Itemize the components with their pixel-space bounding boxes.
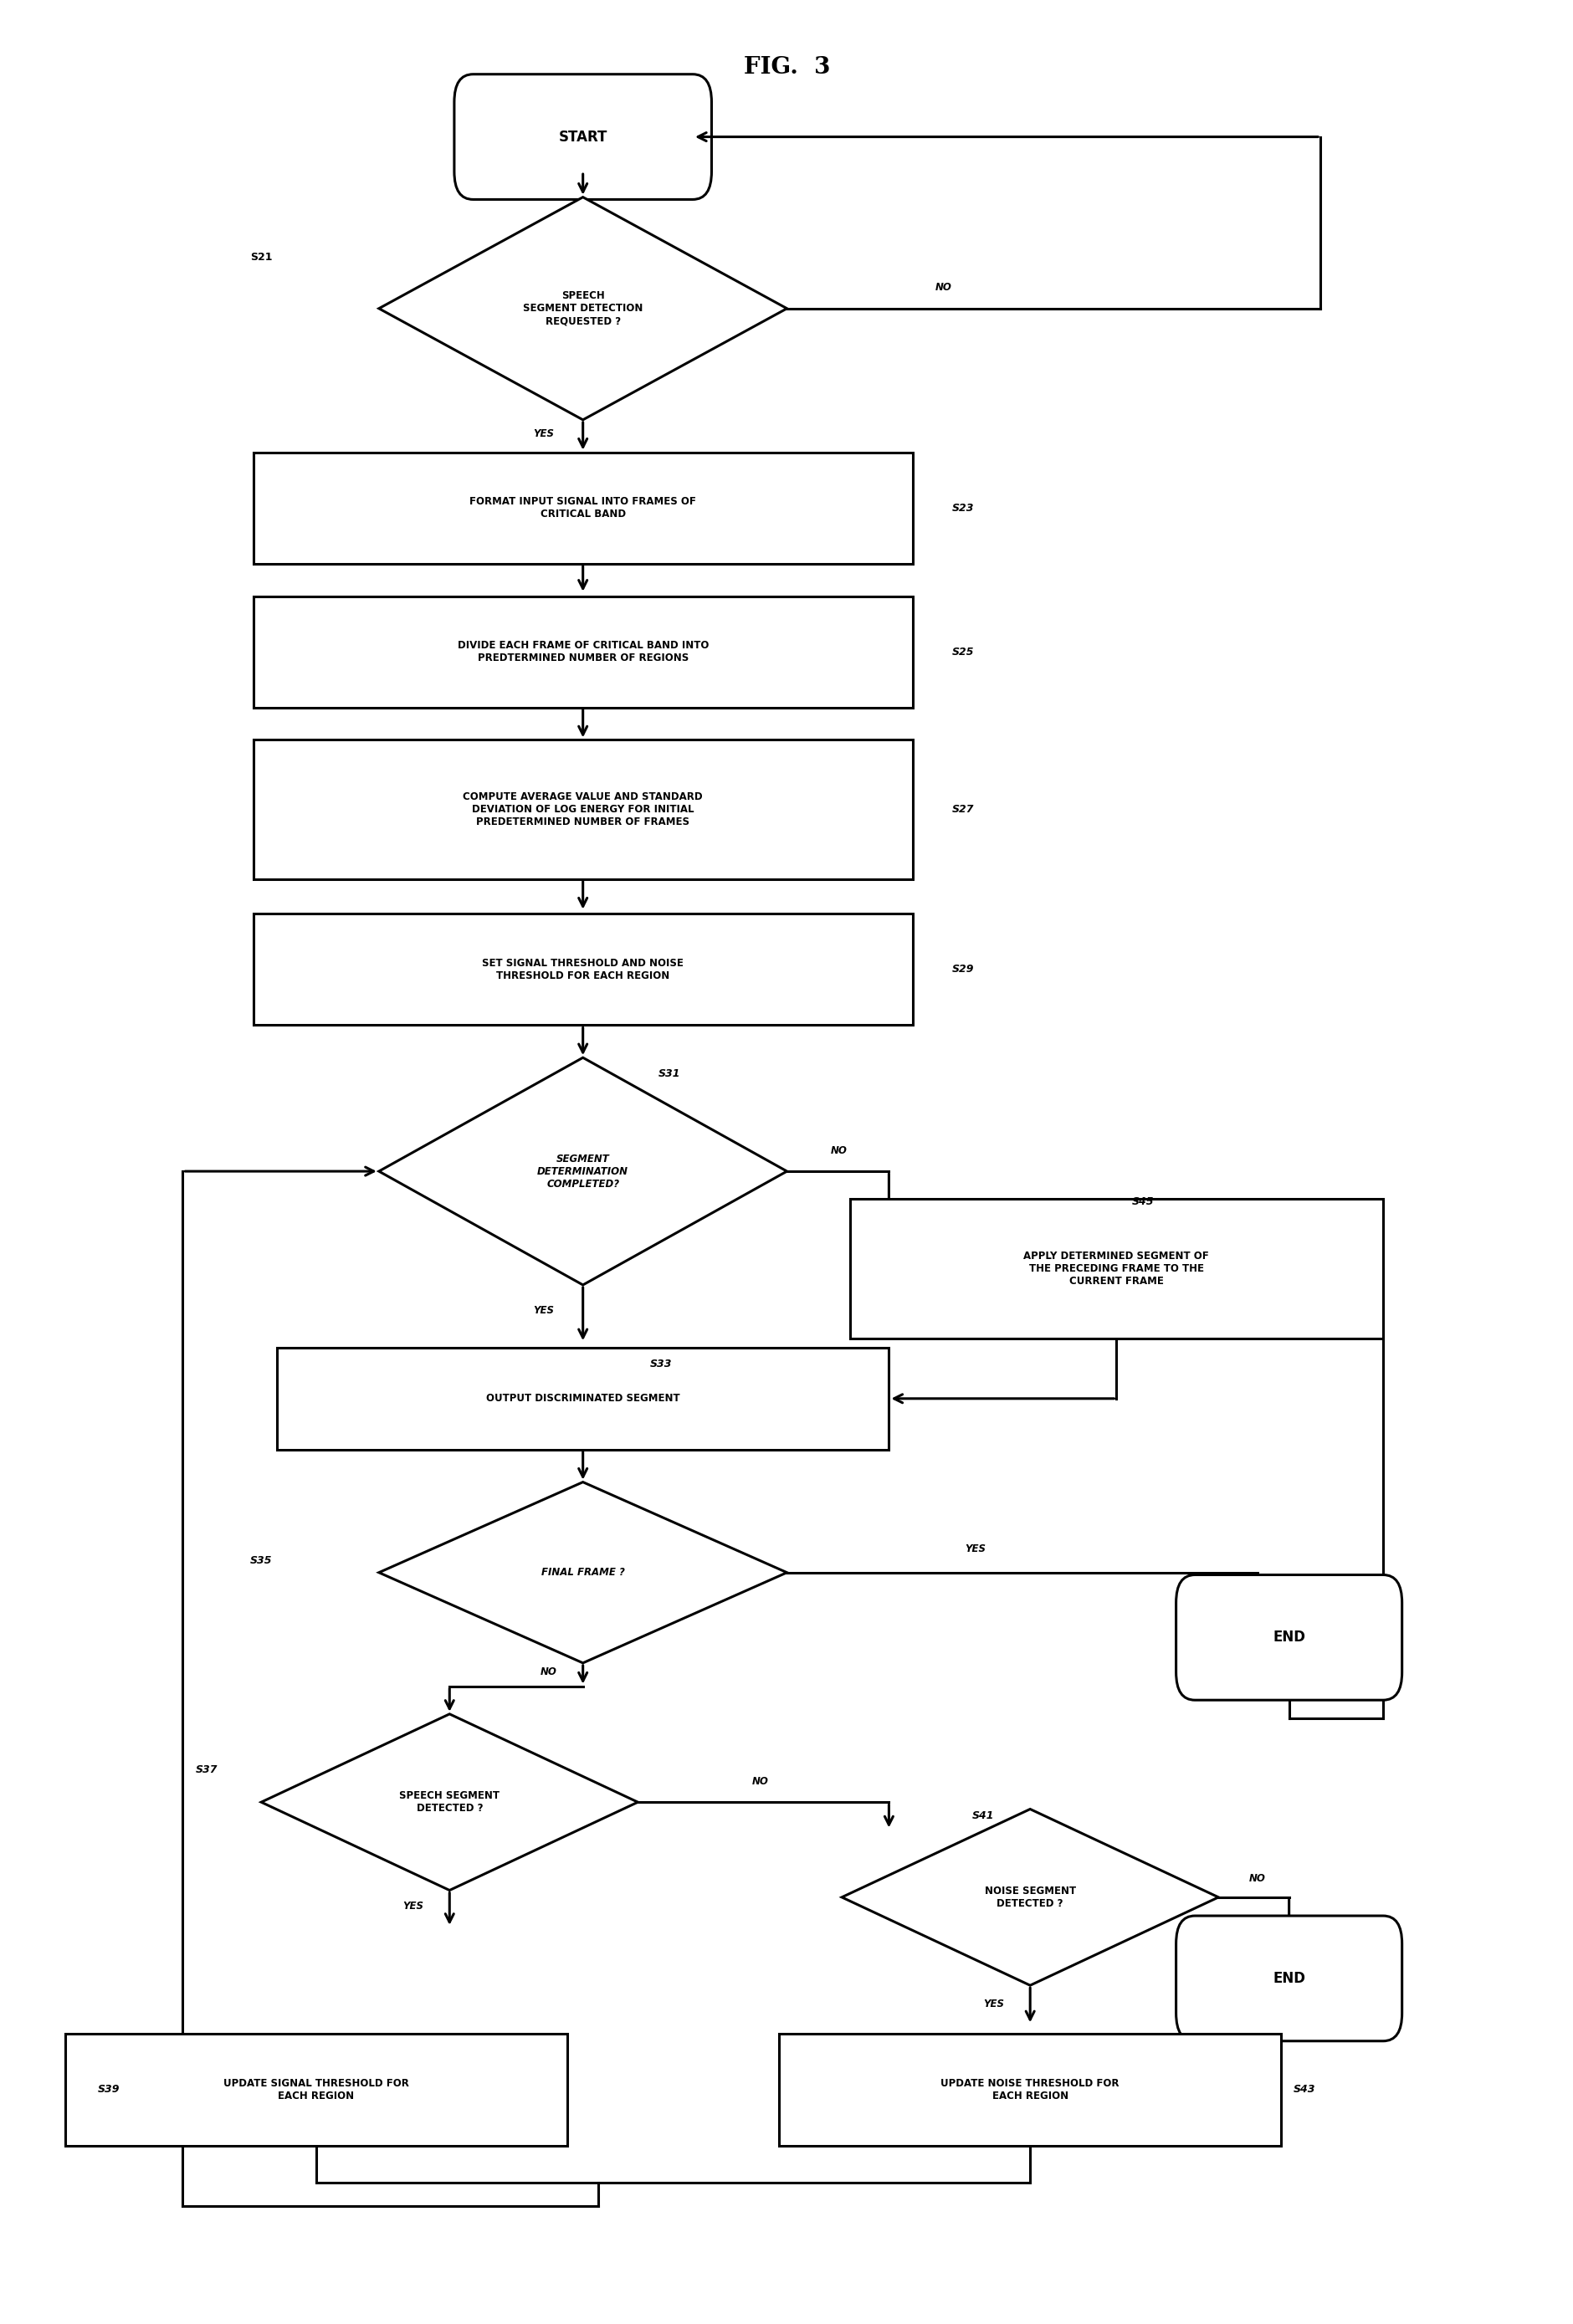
Text: NO: NO (934, 281, 952, 293)
Text: S41: S41 (972, 1810, 994, 1822)
Bar (253, 739, 912, 878)
Text: START: START (558, 130, 607, 144)
Polygon shape (379, 198, 786, 421)
Bar (253, 595, 912, 706)
Text: SPEECH
SEGMENT DETECTION
REQUESTED ?: SPEECH SEGMENT DETECTION REQUESTED ? (522, 290, 642, 325)
Text: S37: S37 (195, 1764, 217, 1776)
Text: UPDATE SIGNAL THRESHOLD FOR
EACH REGION: UPDATE SIGNAL THRESHOLD FOR EACH REGION (223, 2078, 409, 2101)
Text: YES: YES (533, 428, 554, 439)
Text: YES: YES (533, 1306, 554, 1315)
Polygon shape (379, 1057, 786, 1285)
Text: END: END (1273, 1629, 1304, 1645)
Text: YES: YES (403, 1901, 423, 1913)
Text: S25: S25 (952, 646, 974, 658)
Text: DIVIDE EACH FRAME OF CRITICAL BAND INTO
PREDTERMINED NUMBER OF REGIONS: DIVIDE EACH FRAME OF CRITICAL BAND INTO … (458, 639, 708, 662)
Polygon shape (842, 1808, 1218, 1985)
Text: NO: NO (1249, 1873, 1265, 1885)
Text: NO: NO (540, 1666, 557, 1678)
Text: S31: S31 (658, 1069, 680, 1078)
Polygon shape (261, 1715, 637, 1889)
Text: S29: S29 (952, 964, 974, 976)
FancyBboxPatch shape (455, 74, 711, 200)
Text: S35: S35 (250, 1555, 272, 1566)
Text: NO: NO (752, 1776, 768, 1787)
Text: S39: S39 (98, 2085, 120, 2096)
Bar (64, 2034, 566, 2145)
Text: UPDATE NOISE THRESHOLD FOR
EACH REGION: UPDATE NOISE THRESHOLD FOR EACH REGION (941, 2078, 1118, 2101)
Text: OUTPUT DISCRIMINATED SEGMENT: OUTPUT DISCRIMINATED SEGMENT (486, 1392, 680, 1404)
Bar (277, 1348, 889, 1450)
Text: END: END (1273, 1971, 1304, 1987)
Text: APPLY DETERMINED SEGMENT OF
THE PRECEDING FRAME TO THE
CURRENT FRAME: APPLY DETERMINED SEGMENT OF THE PRECEDIN… (1022, 1250, 1208, 1287)
Text: NO: NO (831, 1146, 846, 1155)
Text: S45: S45 (1131, 1197, 1153, 1206)
Bar (849, 1199, 1383, 1339)
Bar (253, 913, 912, 1025)
Bar (779, 2034, 1280, 2145)
Text: SPEECH SEGMENT
DETECTED ?: SPEECH SEGMENT DETECTED ? (400, 1789, 500, 1813)
FancyBboxPatch shape (1175, 1915, 1402, 2040)
Text: SET SIGNAL THRESHOLD AND NOISE
THRESHOLD FOR EACH REGION: SET SIGNAL THRESHOLD AND NOISE THRESHOLD… (481, 957, 683, 981)
Text: S21: S21 (250, 251, 272, 263)
Text: YES: YES (964, 1543, 985, 1555)
Text: S23: S23 (952, 502, 974, 514)
Text: S27: S27 (952, 804, 974, 816)
Polygon shape (379, 1483, 786, 1664)
Text: SEGMENT
DETERMINATION
COMPLETED?: SEGMENT DETERMINATION COMPLETED? (536, 1153, 628, 1190)
Text: S33: S33 (650, 1357, 672, 1369)
Text: FINAL FRAME ?: FINAL FRAME ? (541, 1566, 624, 1578)
Text: NOISE SEGMENT
DETECTED ?: NOISE SEGMENT DETECTED ? (985, 1885, 1076, 1908)
Text: YES: YES (983, 1999, 1004, 2010)
Bar (253, 453, 912, 565)
Text: S43: S43 (1293, 2085, 1315, 2096)
Text: FIG.  3: FIG. 3 (744, 56, 829, 79)
FancyBboxPatch shape (1175, 1576, 1402, 1701)
Text: FORMAT INPUT SIGNAL INTO FRAMES OF
CRITICAL BAND: FORMAT INPUT SIGNAL INTO FRAMES OF CRITI… (469, 497, 695, 521)
Text: COMPUTE AVERAGE VALUE AND STANDARD
DEVIATION OF LOG ENERGY FOR INITIAL
PREDETERM: COMPUTE AVERAGE VALUE AND STANDARD DEVIA… (462, 792, 703, 827)
